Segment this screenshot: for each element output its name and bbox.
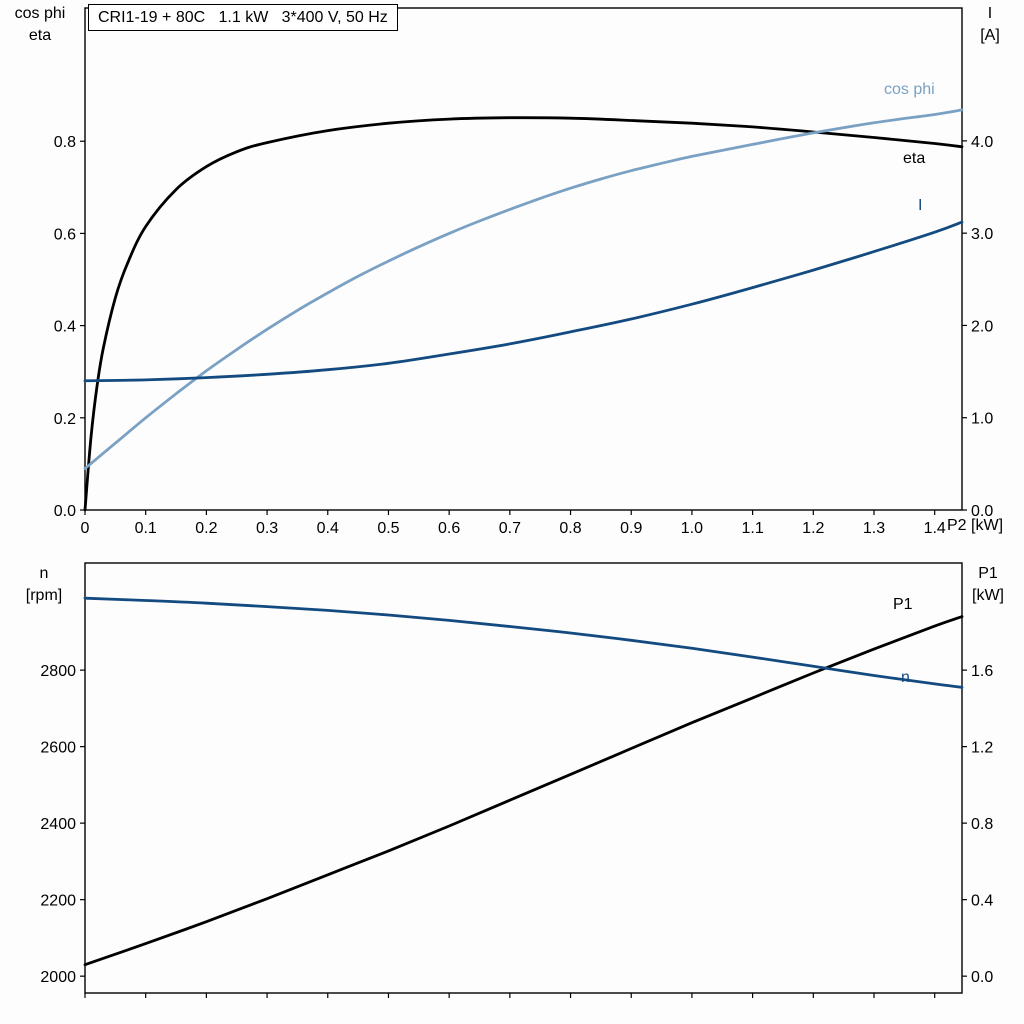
series-eta-curve bbox=[83, 116, 964, 512]
x-axis-title-p2: P2 [kW] bbox=[947, 517, 1004, 534]
x-tick-label: 1.1 bbox=[741, 520, 763, 537]
y-left-tick-label: 0.0 bbox=[54, 503, 76, 520]
y-left-tick-label: 0.8 bbox=[54, 134, 76, 151]
x-tick-label: 0.9 bbox=[620, 520, 642, 537]
y-left-tick-label: 2400 bbox=[40, 816, 76, 833]
x-tick-label: 0.8 bbox=[559, 520, 581, 537]
chart-top-svg: 0 0.1 0.2 0.3 0.4 0.5 0.6 0.7 0.8 0.9 1.0 1.1 1.2 1.3… bbox=[54, 7, 993, 537]
y-right-tick-label: 0.0 bbox=[971, 969, 993, 986]
series-cos-phi-curve bbox=[83, 108, 964, 470]
series-label-n: n bbox=[901, 669, 910, 686]
axis-label-current-unit: [A] bbox=[980, 27, 1000, 44]
y-right-tick-label: 0.0 bbox=[971, 503, 993, 520]
x-tick-label: 0.4 bbox=[317, 520, 339, 537]
x-tick-label: 0.3 bbox=[256, 520, 278, 537]
series-I-curve bbox=[83, 220, 964, 383]
y-left-tick-label: 2000 bbox=[40, 969, 76, 986]
y-right-tick-label: 0.8 bbox=[971, 816, 993, 833]
x-tick-label: 0.7 bbox=[499, 520, 521, 537]
y-right-tick-label: 4.0 bbox=[971, 134, 993, 151]
x-tick-label: 1.4 bbox=[924, 520, 946, 537]
axis-label-p1: P1 bbox=[978, 565, 998, 582]
series-label-p1: P1 bbox=[893, 596, 913, 613]
y-left-tick-label: 2800 bbox=[40, 663, 76, 680]
x-tick-label: 0.2 bbox=[195, 520, 217, 537]
y-right-tick-label: 2.0 bbox=[971, 318, 993, 335]
x-tick-label: 0.1 bbox=[135, 520, 157, 537]
y-left-tick-label: 0.4 bbox=[54, 319, 76, 336]
y-left-tick-label: 2200 bbox=[40, 893, 76, 910]
x-tick-label: 1.2 bbox=[802, 520, 824, 537]
x-tick-label: 1.0 bbox=[681, 520, 703, 537]
series-label-current: I bbox=[918, 197, 923, 214]
series-n-curve bbox=[83, 596, 964, 689]
y-right-tick-label: 3.0 bbox=[971, 226, 993, 243]
y-left-tick-label: 0.2 bbox=[54, 411, 76, 428]
axis-label-n: n bbox=[39, 565, 49, 582]
chart-title-box: CRI1-19 + 80C 1.1 kW 3*400 V, 50 Hz bbox=[88, 4, 398, 31]
axis-label-eta: eta bbox=[28, 27, 52, 44]
x-tick-label: 0.6 bbox=[438, 520, 460, 537]
series-label-eta: eta bbox=[903, 150, 926, 167]
chart-bottom-svg: 2000 2200 2400 2600 2800 0.0 0.4 0.8 1.2 1.6 bbox=[40, 562, 993, 998]
top-left-axis-label: cos phi eta bbox=[2, 3, 78, 47]
series-label-cos-phi: cos phi bbox=[884, 81, 935, 98]
top-right-axis-label: I [A] bbox=[960, 3, 1020, 47]
x-tick-label: 0 bbox=[81, 520, 90, 537]
series-P1-curve bbox=[83, 615, 964, 967]
plot-frame bbox=[84, 562, 963, 994]
x-tick-label: 0.5 bbox=[377, 520, 399, 537]
axis-label-current: I bbox=[987, 5, 993, 22]
bottom-right-axis-label: P1 [kW] bbox=[956, 563, 1020, 607]
y-right-tick-label: 0.4 bbox=[971, 893, 993, 910]
y-right-tick-label: 1.0 bbox=[971, 411, 993, 428]
bottom-left-axis-label: n [rpm] bbox=[8, 563, 80, 607]
y-left-tick-label: 2600 bbox=[40, 740, 76, 757]
x-tick-label: 1.3 bbox=[863, 520, 885, 537]
plot-frame bbox=[84, 7, 963, 511]
axis-label-n-unit: [rpm] bbox=[25, 587, 63, 604]
chart-top-motor-curves: 0 0.1 0.2 0.3 0.4 0.5 0.6 0.7 0.8 0.9 1.0 1.1 1.2 1.3… bbox=[54, 7, 993, 537]
y-left-tick-label: 0.6 bbox=[54, 226, 76, 243]
axis-label-cos-phi: cos phi bbox=[14, 5, 66, 22]
axis-label-p1-unit: [kW] bbox=[972, 587, 1004, 604]
y-right-tick-label: 1.6 bbox=[971, 663, 993, 680]
chart-bottom-speed-power: 2000 2200 2400 2600 2800 0.0 0.4 0.8 1.2 1.6 bbox=[0, 555, 1024, 1024]
y-right-tick-label: 1.2 bbox=[971, 740, 993, 757]
